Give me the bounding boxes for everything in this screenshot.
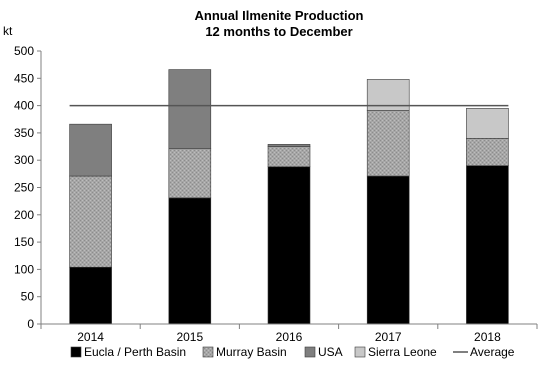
- legend-label: Murray Basin: [216, 345, 287, 359]
- legend-label: Eucla / Perth Basin: [84, 345, 186, 359]
- x-tick-label: 2014: [77, 330, 104, 344]
- x-tick-label: 2015: [176, 330, 203, 344]
- y-tick-label: 100: [14, 262, 34, 276]
- y-tick-label: 400: [14, 99, 34, 113]
- bar-segment: [69, 123, 112, 177]
- bar-segment: [267, 146, 311, 168]
- legend-label: Average: [470, 345, 515, 359]
- bar-segment: [366, 175, 410, 325]
- bar-segment: [168, 197, 212, 325]
- y-tick-label: 0: [27, 317, 34, 331]
- chart-subtitle: 12 months to December: [205, 24, 352, 39]
- bar-segment: [267, 166, 311, 325]
- legend-swatch: [354, 346, 366, 358]
- y-tick-label: 300: [14, 153, 34, 167]
- legend-swatch: [202, 346, 214, 358]
- y-tick-label: 250: [14, 181, 34, 195]
- bar-segment: [168, 69, 212, 150]
- legend-swatch: [70, 346, 82, 358]
- bar-segment: [466, 138, 509, 166]
- x-tick-label: 2017: [375, 330, 402, 344]
- y-tick-label: 450: [14, 71, 34, 85]
- bar-segment: [168, 148, 212, 199]
- x-tick-label: 2016: [276, 330, 303, 344]
- x-tick-label: 2018: [474, 330, 501, 344]
- legend: Eucla / Perth Basin Murray Basin USA Sierra…: [70, 345, 515, 359]
- bar-segment: [466, 108, 509, 139]
- chart-title: Annual Ilmenite Production: [194, 8, 363, 23]
- y-tick-label: 50: [21, 290, 35, 304]
- y-axis-label: kt: [3, 24, 13, 38]
- bar-segment: [466, 165, 509, 325]
- bar-segment: [69, 266, 112, 325]
- y-tick-label: 200: [14, 208, 34, 222]
- y-tick-label: 350: [14, 126, 34, 140]
- legend-label: USA: [318, 345, 343, 359]
- bars-group: [69, 69, 509, 325]
- y-tick-label: 500: [14, 44, 34, 58]
- y-axis: 0 50 100 150 200 250 300 350 400 450 500: [14, 44, 41, 331]
- legend-swatch: [304, 346, 316, 358]
- legend-label: Sierra Leone: [368, 345, 437, 359]
- bar-segment: [267, 144, 311, 147]
- bar-segment: [366, 110, 410, 177]
- y-tick-label: 150: [14, 235, 34, 249]
- axes-group: [40, 51, 537, 325]
- x-axis: 2014 2015 2016 2017 2018: [40, 324, 538, 344]
- bar-segment: [69, 175, 112, 268]
